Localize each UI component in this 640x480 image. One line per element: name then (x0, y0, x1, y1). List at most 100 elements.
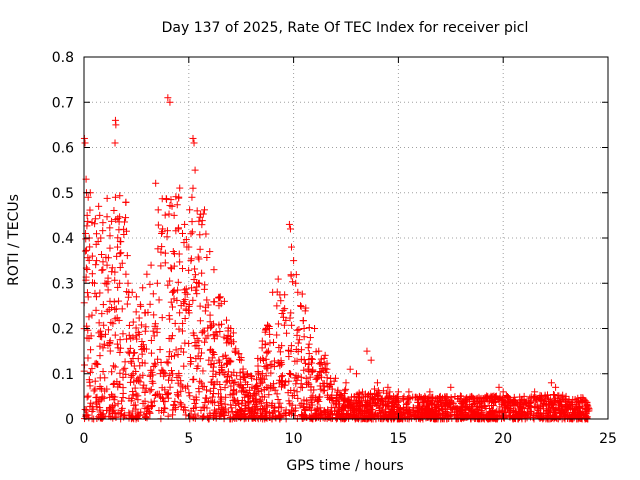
data-point-dense (537, 395, 545, 403)
data-point-dense (424, 398, 432, 406)
data-point-dense (263, 349, 271, 357)
data-point (116, 279, 124, 287)
data-point-dense (195, 255, 203, 263)
data-point-dense (92, 261, 100, 269)
data-point (84, 193, 92, 201)
data-point (112, 121, 120, 129)
data-point-dense (201, 398, 209, 406)
data-point-dense (278, 377, 286, 385)
data-point-dense (172, 346, 180, 354)
data-point-dense (125, 288, 133, 296)
data-point-dense (81, 361, 89, 369)
data-point-dense (131, 349, 139, 357)
data-point-dense (84, 326, 92, 334)
data-point-dense (166, 202, 174, 210)
data-point-dense (141, 327, 149, 335)
x-tick-label: 0 (80, 431, 89, 447)
data-point-dense (253, 376, 261, 384)
data-point-dense (541, 391, 549, 399)
data-point-dense (130, 349, 138, 357)
data-point (346, 365, 354, 373)
data-point-dense (308, 368, 316, 376)
data-point-dense (219, 405, 227, 413)
data-point-dense (185, 389, 193, 397)
data-point-dense (449, 399, 457, 407)
data-point-dense (166, 371, 174, 379)
data-point-dense (270, 357, 278, 365)
data-point-dense (294, 394, 302, 402)
data-point-dense (286, 314, 294, 322)
data-point-dense (294, 339, 302, 347)
data-point-dense (463, 394, 471, 402)
data-point-dense (177, 345, 185, 353)
data-point-dense (371, 395, 379, 403)
data-point-dense (179, 383, 187, 391)
data-point-dense (365, 403, 373, 411)
data-point-dense (215, 401, 223, 409)
data-point-dense (262, 384, 270, 392)
data-point-dense (106, 244, 114, 252)
data-point-dense (174, 392, 182, 400)
data-point-dense (82, 276, 90, 284)
data-point-dense (132, 367, 140, 375)
data-point (384, 383, 392, 391)
data-point (210, 266, 218, 274)
data-point-dense (583, 406, 591, 414)
data-point (95, 202, 103, 210)
data-point-dense (344, 410, 352, 418)
data-point-dense (393, 408, 401, 416)
data-point-dense (335, 395, 343, 403)
data-point-dense (293, 357, 301, 365)
data-point-dense (137, 321, 145, 329)
data-point-dense (290, 391, 298, 399)
data-point (83, 211, 91, 219)
data-point-dense (100, 321, 108, 329)
data-point-dense (92, 359, 100, 367)
data-point-dense (458, 404, 466, 412)
data-point-dense (141, 404, 149, 412)
data-point-dense (116, 336, 124, 344)
data-point-dense (300, 366, 308, 374)
data-point (352, 370, 360, 378)
data-point-dense (141, 388, 149, 396)
data-point-dense (199, 367, 207, 375)
data-point-dense (235, 400, 243, 408)
data-point-dense (161, 398, 169, 406)
data-point-dense (392, 401, 400, 409)
data-point-dense (191, 410, 199, 418)
data-point-dense (100, 394, 108, 402)
data-point-dense (252, 395, 260, 403)
data-point-dense (548, 414, 556, 422)
data-point-dense (117, 249, 125, 257)
data-point-dense (551, 394, 559, 402)
data-point-dense (103, 261, 111, 269)
data-point-dense (154, 355, 162, 363)
data-point-dense (377, 396, 385, 404)
data-point-dense (351, 413, 359, 421)
data-point-dense (307, 394, 315, 402)
data-point-dense (123, 300, 131, 308)
data-point-dense (339, 403, 347, 411)
data-point-dense (176, 184, 184, 192)
data-point-dense (204, 332, 212, 340)
data-point-dense (102, 330, 110, 338)
data-point-dense (200, 285, 208, 293)
data-point-dense (420, 398, 428, 406)
data-point-dense (157, 358, 165, 366)
data-point (114, 243, 122, 251)
data-point-dense (112, 305, 120, 313)
data-point-dense (175, 250, 183, 258)
data-point-dense (267, 369, 275, 377)
data-point-dense (281, 305, 289, 313)
data-point-dense (181, 289, 189, 297)
data-point-dense (283, 329, 291, 337)
data-point-dense (113, 314, 121, 322)
data-point-dense (256, 397, 264, 405)
data-point-dense (139, 341, 147, 349)
data-point-dense (114, 234, 122, 242)
data-point-dense (210, 359, 218, 367)
data-point-dense (406, 411, 414, 419)
data-point-dense (218, 320, 226, 328)
data-point-dense (126, 378, 134, 386)
data-point-dense (187, 230, 195, 238)
